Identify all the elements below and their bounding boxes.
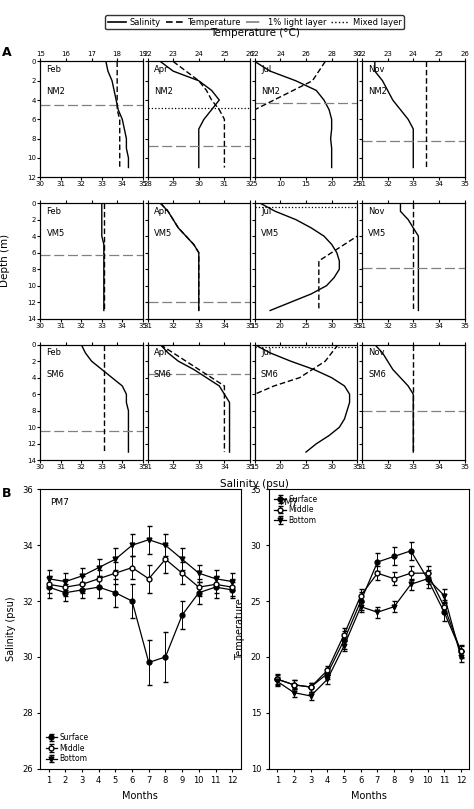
Text: Apr: Apr — [154, 206, 168, 215]
Text: Apr: Apr — [154, 65, 168, 74]
Text: PM7: PM7 — [279, 498, 298, 506]
Text: NM2: NM2 — [46, 87, 65, 96]
Text: VM5: VM5 — [368, 228, 386, 238]
Text: NM2: NM2 — [261, 87, 280, 96]
Text: Nov: Nov — [368, 206, 385, 215]
Text: SM6: SM6 — [368, 370, 386, 379]
Text: Jul: Jul — [261, 348, 271, 357]
Text: Salinity (psu): Salinity (psu) — [220, 479, 289, 489]
Text: VM5: VM5 — [46, 228, 64, 238]
Text: SM6: SM6 — [154, 370, 172, 379]
Y-axis label: Temperature: Temperature — [235, 598, 245, 660]
Legend: Salinity, Temperature, 1% light layer, Mixed layer: Salinity, Temperature, 1% light layer, M… — [105, 15, 404, 29]
Text: Nov: Nov — [368, 348, 385, 357]
Text: Feb: Feb — [46, 206, 62, 215]
Legend: Surface, Middle, Bottom: Surface, Middle, Bottom — [273, 493, 319, 527]
Text: Temperature (°C): Temperature (°C) — [210, 28, 300, 38]
Text: Apr: Apr — [154, 348, 168, 357]
Text: A: A — [2, 46, 12, 59]
Text: B: B — [2, 487, 12, 500]
X-axis label: Months: Months — [122, 790, 158, 801]
Text: Feb: Feb — [46, 348, 62, 357]
X-axis label: Months: Months — [351, 790, 387, 801]
Y-axis label: Salinity (psu): Salinity (psu) — [6, 597, 16, 661]
Text: VM5: VM5 — [261, 228, 279, 238]
Text: Jul: Jul — [261, 65, 271, 74]
Text: NM2: NM2 — [368, 87, 387, 96]
Text: Depth (m): Depth (m) — [0, 235, 10, 287]
Text: SM6: SM6 — [46, 370, 64, 379]
Text: SM6: SM6 — [261, 370, 279, 379]
Text: Feb: Feb — [46, 65, 62, 74]
Legend: Surface, Middle, Bottom: Surface, Middle, Bottom — [44, 731, 90, 765]
Text: Jul: Jul — [261, 206, 271, 215]
Text: Nov: Nov — [368, 65, 385, 74]
Text: VM5: VM5 — [154, 228, 172, 238]
Text: NM2: NM2 — [154, 87, 173, 96]
Text: PM7: PM7 — [50, 498, 69, 506]
